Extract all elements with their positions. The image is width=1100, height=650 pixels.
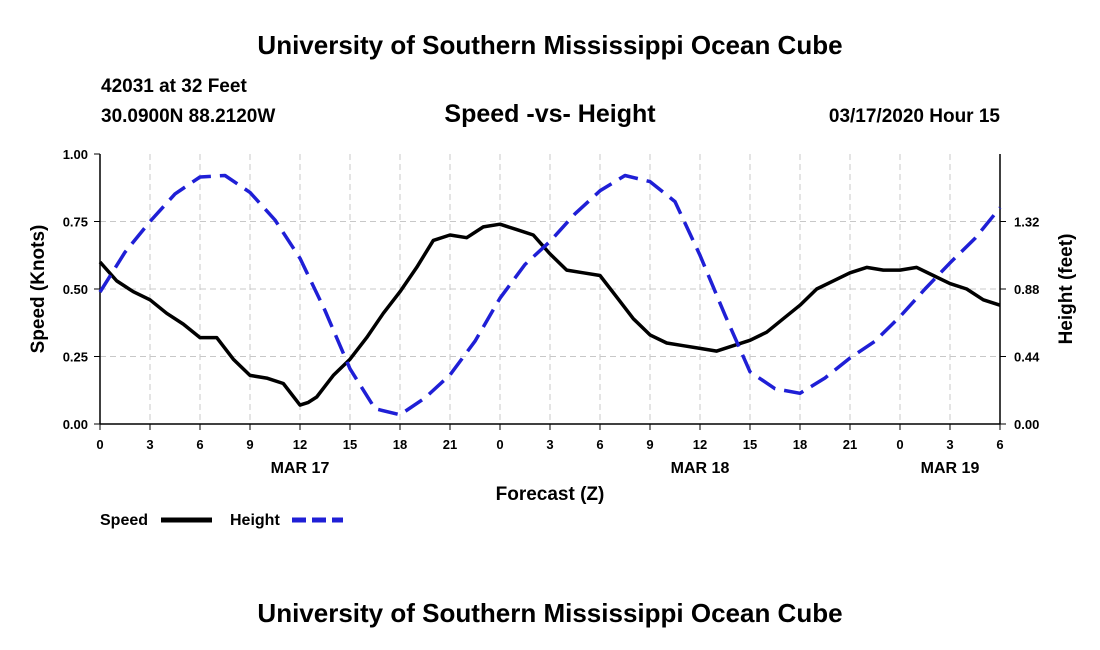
grid <box>100 154 1000 424</box>
x-tick-label: 9 <box>646 437 653 452</box>
x-tick-label: 21 <box>443 437 457 452</box>
y-axis-title-left: Speed (Knots) <box>28 225 49 354</box>
x-tick-label: 21 <box>843 437 857 452</box>
x-tick-label: 6 <box>996 437 1003 452</box>
x-tick-label: 0 <box>896 437 903 452</box>
x-tick-label: 0 <box>96 437 103 452</box>
x-tick-label: 6 <box>196 437 203 452</box>
chart-title: University of Southern Mississippi Ocean… <box>257 30 843 60</box>
chart-subtitle: Speed -vs- Height <box>444 100 656 128</box>
x-tick-label: 0 <box>496 437 503 452</box>
forecast-datetime: 03/17/2020 Hour 15 <box>828 106 1000 127</box>
footer-title: University of Southern Mississippi Ocean… <box>257 598 843 628</box>
y-tick-label-left: 0.00 <box>63 417 88 432</box>
legend: Speed Height <box>100 512 343 529</box>
series-line-speed <box>98 222 1001 407</box>
x-tick-label: 15 <box>343 437 357 452</box>
x-tick-label: 15 <box>743 437 757 452</box>
y-tick-label-right: 1.32 <box>1014 215 1039 230</box>
date-label: MAR 19 <box>921 460 980 477</box>
x-tick-label: 18 <box>793 437 807 452</box>
legend-label-speed: Speed <box>100 512 148 529</box>
x-tick-label: 12 <box>693 437 707 452</box>
y-tick-label-right: 0.88 <box>1014 282 1039 297</box>
x-tick-label: 3 <box>946 437 953 452</box>
y-tick-label-left: 1.00 <box>63 147 88 162</box>
y-tick-label-right: 0.44 <box>1014 350 1040 365</box>
x-tick-label: 3 <box>146 437 153 452</box>
x-axis-title: Forecast (Z) <box>496 484 605 505</box>
y-tick-label-left: 0.75 <box>63 215 88 230</box>
labels: 0 3 6 9 12 15 18 21 0 3 6 9 12 15 18 21 0 3 6 MAR 17 MAR 18 M… <box>28 147 1077 505</box>
legend-label-height: Height <box>230 512 280 529</box>
y-axis-title-right: Height (feet) <box>1056 234 1077 345</box>
series <box>98 173 1002 417</box>
x-tick-label: 3 <box>546 437 553 452</box>
y-tick-label-left: 0.25 <box>63 350 88 365</box>
x-tick-label: 6 <box>596 437 603 452</box>
coordinates-label: 30.0900N 88.2120W <box>101 106 276 127</box>
y-tick-label-left: 0.50 <box>63 282 88 297</box>
date-label: MAR 17 <box>271 460 330 477</box>
x-tick-label: 18 <box>393 437 407 452</box>
x-tick-label: 12 <box>293 437 307 452</box>
date-label: MAR 18 <box>671 460 730 477</box>
y-tick-label-right: 0.00 <box>1014 417 1039 432</box>
station-label: 42031 at 32 Feet <box>101 76 247 97</box>
series-line-height <box>98 173 1002 417</box>
x-tick-label: 9 <box>246 437 253 452</box>
